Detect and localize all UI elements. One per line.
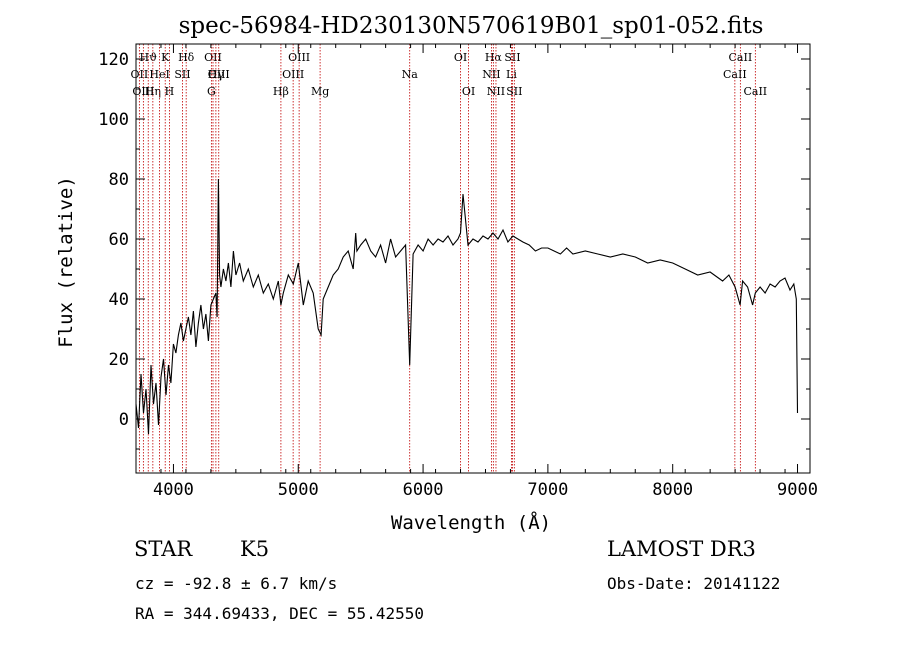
spectrum-layer xyxy=(135,178,799,435)
line-label-4: HeI xyxy=(149,68,169,81)
line-label-15: OIII xyxy=(288,51,310,64)
line-label-5: K xyxy=(161,51,170,64)
line-label-20: Hα xyxy=(485,51,503,64)
line-label-28: CaII xyxy=(743,85,767,98)
plot-frame xyxy=(135,43,811,474)
line-label-13: Hβ xyxy=(273,85,289,98)
x-tick-label-7000: 7000 xyxy=(527,480,568,500)
x-tick-label-4000: 4000 xyxy=(153,480,194,500)
line-label-21: NII xyxy=(482,68,500,81)
line-label-25: SII xyxy=(506,85,522,98)
x-axis-label: Wavelength (Å) xyxy=(391,511,551,534)
line-label-6: H xyxy=(165,85,175,98)
line-label-18: OI xyxy=(454,51,467,64)
line-label-12: Hγ xyxy=(208,68,225,81)
line-label-26: CaII xyxy=(729,51,753,64)
x-tick-label-5000: 5000 xyxy=(278,480,319,500)
line-label-2: OIII xyxy=(132,85,154,98)
line-label-27: CaII xyxy=(723,68,747,81)
line-label-0: Hϑ xyxy=(139,51,157,64)
x-tick-label-8000: 8000 xyxy=(652,480,693,500)
object-subclass: K5 xyxy=(240,537,270,561)
x-tick-label-6000: 6000 xyxy=(403,480,444,500)
line-label-7: SII xyxy=(174,68,190,81)
line-label-14: OIII xyxy=(282,68,304,81)
line-label-11: G xyxy=(207,85,216,98)
line-label-17: Na xyxy=(402,68,419,81)
y-tick-label-120: 120 xyxy=(98,50,129,70)
line-label-10: OIII xyxy=(208,68,230,81)
line-label-24: Li xyxy=(506,68,517,81)
y-tick-label-20: 20 xyxy=(109,350,129,370)
line-label-19: OI xyxy=(462,85,475,98)
survey-name: LAMOST DR3 xyxy=(607,537,756,561)
observation-date: Obs-Date: 20141122 xyxy=(607,574,781,593)
y-tick-label-100: 100 xyxy=(98,110,129,130)
axes-layer: 4000 5000 6000 7000 8000 9000 0 20 40 60 80 100 120 xyxy=(98,44,818,500)
y-tick-label-60: 60 xyxy=(109,230,129,250)
x-tick-label-9000: 9000 xyxy=(777,480,818,500)
line-label-23: SII xyxy=(504,51,520,64)
spectrum-series xyxy=(135,178,799,435)
line-label-8: Hδ xyxy=(178,51,195,64)
coordinates: RA = 344.69433, DEC = 55.42550 xyxy=(135,604,424,623)
line-label-3: Hη xyxy=(145,85,161,98)
line-label-9: OII xyxy=(204,51,222,64)
line-label-1: OII xyxy=(131,68,149,81)
line-label-22: NII xyxy=(487,85,505,98)
object-class: STAR xyxy=(134,537,193,561)
chart-title: spec-56984-HD230130N570619B01_sp01-052.f… xyxy=(179,13,764,39)
y-tick-label-0: 0 xyxy=(119,410,129,430)
y-axis-label: Flux (relative) xyxy=(55,176,77,348)
y-tick-label-80: 80 xyxy=(109,170,129,190)
y-tick-label-40: 40 xyxy=(109,290,129,310)
redshift-value: cz = -92.8 ± 6.7 km/s xyxy=(135,574,338,593)
line-label-16: Mg xyxy=(311,85,329,98)
